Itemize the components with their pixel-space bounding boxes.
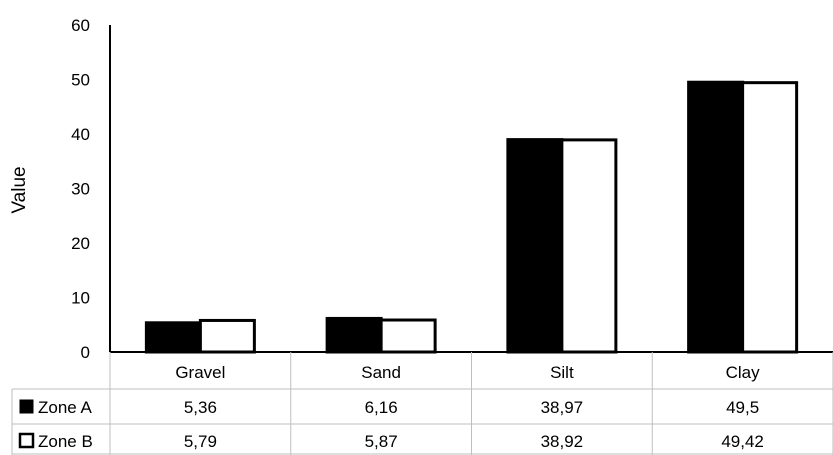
table-value: 6,16	[365, 398, 398, 417]
bar-zone-a-sand	[325, 316, 383, 354]
table-value: 5,36	[184, 398, 217, 417]
bar-zone-b-silt	[560, 138, 618, 354]
legend-key-zone-b	[18, 432, 35, 449]
y-tick-label: 60	[71, 16, 90, 35]
category-label: Clay	[726, 363, 761, 382]
bar-zone-b-sand	[379, 318, 437, 354]
bar-zone-a-clay	[687, 80, 745, 354]
table-value: 5,87	[365, 432, 398, 451]
y-tick-labels: 0 10 20 30 40 50 60	[71, 16, 90, 362]
bar-zone-a-gravel	[144, 321, 202, 354]
table-value: 38,92	[541, 432, 584, 451]
category-label: Gravel	[175, 363, 225, 382]
legend-key-zone-a	[19, 399, 34, 414]
y-axis-label: Value	[9, 166, 30, 213]
legend-label: Zone B	[38, 432, 93, 451]
bars	[144, 80, 799, 354]
y-tick-label: 10	[71, 289, 90, 308]
y-tick-label: 40	[71, 125, 90, 144]
table-value: 38,97	[541, 398, 584, 417]
y-tick-label: 50	[71, 71, 90, 90]
legend-label: Zone A	[38, 398, 93, 417]
bar-zone-b-gravel	[198, 318, 256, 354]
table-value: 49,42	[721, 432, 764, 451]
y-tick-label: 30	[71, 180, 90, 199]
y-tick-label: 20	[71, 234, 90, 253]
table-value: 49,5	[726, 398, 759, 417]
y-tick-label: 0	[81, 343, 90, 362]
bar-zone-b-clay	[741, 81, 799, 354]
bar-zone-a-silt	[506, 138, 564, 354]
category-label: Sand	[361, 363, 401, 382]
table-value: 5,79	[184, 432, 217, 451]
data-table: Gravel Sand Silt Clay Zone A 5,36 6,16 38,97 49,…	[11, 352, 833, 455]
category-label: Silt	[550, 363, 574, 382]
